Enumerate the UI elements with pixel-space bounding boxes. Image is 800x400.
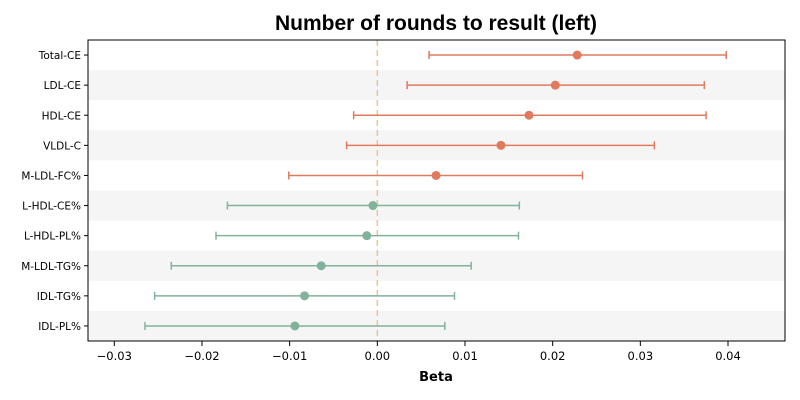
estimate-point bbox=[290, 321, 300, 331]
row-total-ce bbox=[428, 50, 728, 60]
estimate-point bbox=[316, 261, 326, 271]
y-tick-label: L-HDL-PL% bbox=[24, 231, 81, 243]
chart-title: Number of rounds to result (left) bbox=[275, 12, 597, 35]
x-tick-label: 0.00 bbox=[365, 349, 391, 363]
estimate-point bbox=[300, 291, 310, 301]
row-idl-pl- bbox=[144, 321, 446, 331]
y-tick-label: VLDL-C bbox=[43, 140, 81, 152]
y-tick-label: HDL-CE bbox=[42, 110, 81, 122]
estimate-point bbox=[431, 170, 441, 180]
y-tick-label: Total-CE bbox=[38, 50, 81, 62]
x-tick-label: 0.02 bbox=[540, 349, 566, 363]
estimate-point bbox=[362, 231, 372, 241]
row-ldl-ce bbox=[406, 80, 706, 90]
x-tick-label: 0.04 bbox=[715, 349, 741, 363]
estimate-point bbox=[524, 110, 534, 120]
estimate-point bbox=[572, 50, 582, 60]
y-axis: Total-CE LDL-CE HDL-CE VLDL-C M-LDL-FC% L-HDL… bbox=[21, 50, 88, 333]
y-tick-label: IDL-TG% bbox=[37, 291, 81, 303]
row-idl-tg- bbox=[153, 291, 456, 301]
y-tick-label: M-LDL-TG% bbox=[21, 261, 81, 273]
y-tick-label: IDL-PL% bbox=[38, 321, 81, 333]
row-hdl-ce bbox=[352, 110, 707, 120]
x-axis-label: Beta bbox=[419, 370, 453, 385]
x-tick-label: −0.03 bbox=[97, 349, 132, 363]
estimate-point bbox=[496, 140, 506, 150]
x-axis: −0.03 −0.02 −0.01 0.00 0.01 0.02 0.03 0.04 bbox=[97, 341, 741, 363]
y-tick-label: LDL-CE bbox=[44, 80, 81, 92]
row-l-hdl-ce- bbox=[226, 201, 521, 211]
row-m-ldl-tg- bbox=[170, 261, 472, 271]
x-tick-label: −0.01 bbox=[272, 349, 307, 363]
x-tick-label: 0.01 bbox=[452, 349, 478, 363]
y-tick-label: M-LDL-FC% bbox=[21, 170, 81, 182]
row-vldl-c bbox=[345, 140, 656, 150]
x-tick-label: −0.02 bbox=[184, 349, 219, 363]
x-tick-label: 0.03 bbox=[628, 349, 654, 363]
plot-frame bbox=[87, 39, 786, 342]
row-m-ldl-fc- bbox=[288, 170, 584, 180]
y-tick-label: L-HDL-CE% bbox=[22, 201, 81, 213]
row-l-hdl-pl- bbox=[215, 231, 520, 241]
plot-rows bbox=[144, 50, 728, 331]
estimate-point bbox=[550, 80, 560, 90]
estimate-point bbox=[368, 201, 378, 211]
